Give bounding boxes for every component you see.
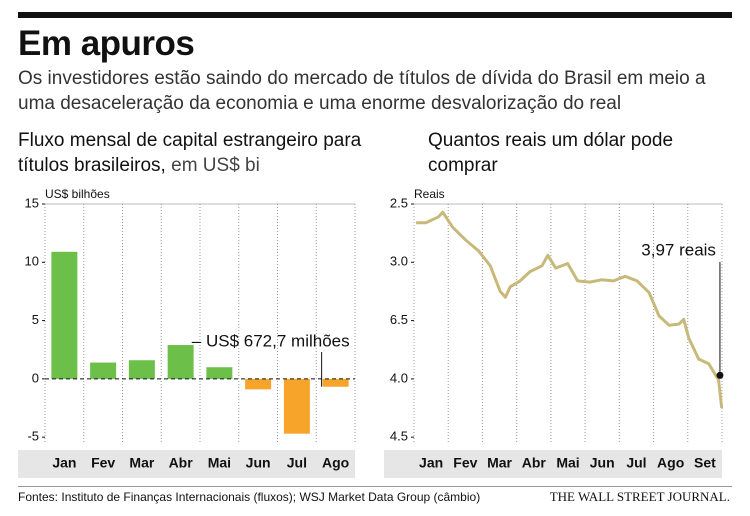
bar — [167, 345, 194, 379]
bar — [322, 378, 349, 387]
y-tick-label: 5 — [32, 312, 39, 327]
chart-subtitle: em US$ bi — [171, 155, 260, 176]
x-label-band — [18, 450, 355, 478]
y-tick-label: 15 — [25, 195, 39, 210]
footer-rule — [18, 486, 732, 487]
y-tick-label: 2.5 — [390, 195, 408, 210]
top-rule — [18, 12, 732, 18]
bar — [245, 378, 272, 390]
y-tick-label: 4.0 — [390, 370, 408, 385]
x-tick-label: Set — [694, 455, 716, 471]
bar — [283, 378, 310, 434]
x-tick-label: Jan — [419, 455, 443, 471]
x-tick-label: Abr — [169, 455, 194, 471]
source: Fontes: Instituto de Finanças Internacio… — [18, 490, 481, 504]
line — [416, 210, 724, 409]
x-label-band — [384, 450, 722, 478]
y-axis-label: US$ bilhões — [45, 187, 110, 201]
x-tick-label: Mar — [487, 455, 512, 471]
x-tick-label: Jul — [626, 455, 646, 471]
x-tick-label: Abr — [522, 455, 547, 471]
chart-title-bold: Fluxo mensal de capital estrangeiro para… — [18, 130, 362, 176]
y-tick-label: 0 — [32, 370, 39, 385]
x-tick-label: Ago — [657, 455, 684, 471]
x-tick-label: Mar — [129, 455, 154, 471]
brand: THE WALL STREET JOURNAL. — [549, 489, 730, 504]
x-tick-label: Mai — [208, 455, 231, 471]
annotation: 3,97 reais — [641, 240, 716, 259]
x-tick-label: Fev — [453, 455, 477, 471]
x-tick-label: Jun — [246, 455, 271, 471]
title: Em apuros — [18, 24, 195, 63]
y-tick-label: -5 — [27, 429, 39, 444]
x-tick-label: Mai — [556, 455, 579, 471]
y-tick-label: 10 — [25, 254, 39, 269]
bar — [206, 367, 233, 379]
bar — [90, 362, 117, 379]
x-tick-label: Jun — [590, 455, 615, 471]
chart-title: Quantos reais um dólar pode comprar — [428, 130, 674, 176]
x-tick-label: Jul — [287, 455, 307, 471]
x-tick-label: Fev — [91, 455, 115, 471]
y-axis-label: Reais — [414, 187, 445, 201]
y-tick-label: 6.5 — [390, 312, 408, 327]
x-tick-label: Jan — [52, 455, 76, 471]
y-tick-label: 4.5 — [390, 429, 408, 444]
y-tick-label: 3.0 — [390, 254, 408, 269]
bar — [51, 251, 78, 379]
bar — [128, 360, 155, 379]
x-tick-label: Ago — [322, 455, 349, 471]
subtitle: Os investidores estão saindo do mercado … — [18, 68, 706, 114]
annotation-point — [716, 371, 724, 379]
annotation: – US$ 672,7 milhões — [192, 331, 350, 350]
chart-title: Fluxo mensal de capital estrangeiro para… — [18, 128, 363, 178]
